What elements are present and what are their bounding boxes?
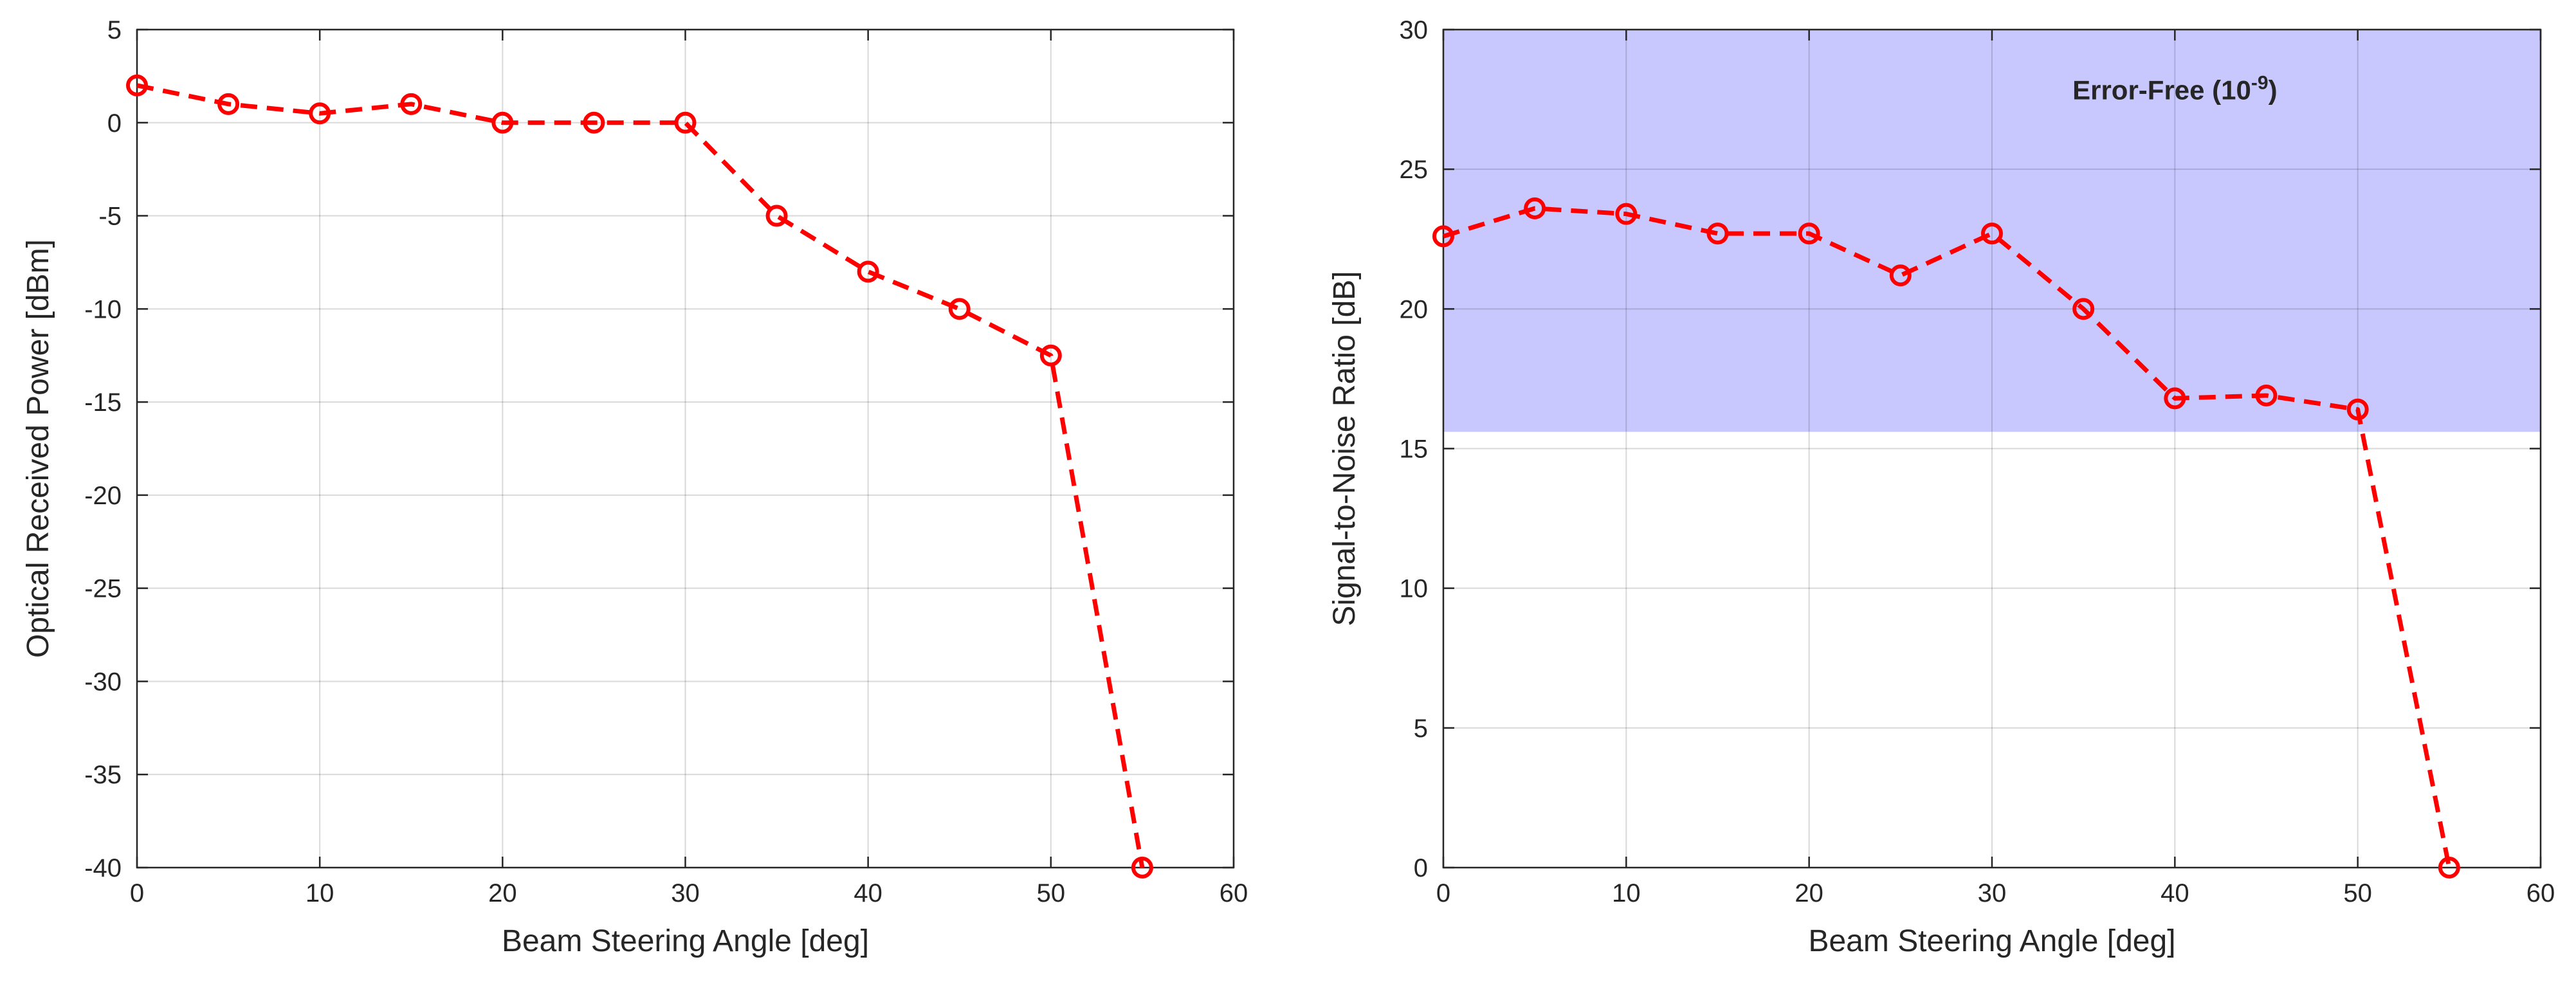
snr-x-tick-label: 20	[1795, 879, 1823, 907]
snr-y-tick-label: 20	[1400, 295, 1429, 323]
snr-data-point	[2438, 857, 2460, 879]
power-x-tick-label: 10	[306, 879, 334, 907]
power-data-point	[948, 298, 971, 320]
power-y-tick-label: 0	[107, 109, 122, 138]
snr-x-tick-label: 40	[2160, 879, 2189, 907]
power-x-tick-label: 40	[854, 879, 882, 907]
snr-y-tick-label: 0	[1414, 854, 1428, 882]
snr-data-point	[2346, 398, 2369, 421]
power-x-tick-label: 60	[1219, 879, 1248, 907]
power-y-tick-label: -35	[84, 761, 122, 789]
power-series-line	[136, 83, 1145, 868]
power-data-point	[400, 93, 423, 115]
power-data-point	[126, 74, 148, 96]
power-y-tick-label: -15	[84, 388, 122, 417]
power-y-tick-label: -40	[84, 854, 122, 882]
power-x-tick-label: 20	[488, 879, 517, 907]
power-x-tick-label: 0	[130, 879, 144, 907]
error-free-label: Error-Free (10-9)	[2072, 73, 2277, 105]
power-y-tick-label: -10	[84, 295, 122, 323]
power-data-point	[217, 93, 240, 115]
power-y-tick-label: 5	[107, 16, 122, 44]
snr-chart: Error-Free (10-9) 0 10 20 30 40 50 60 0 5 10 15 20 25…	[1328, 16, 2555, 958]
snr-data-point	[1981, 223, 2003, 245]
power-plot-area	[137, 30, 1234, 868]
power-data-point	[1039, 344, 1062, 367]
snr-data-point	[1706, 223, 1729, 245]
snr-data-point	[1524, 197, 1546, 219]
power-data-point	[583, 111, 605, 134]
snr-series-line	[1442, 206, 2452, 868]
power-data-point	[765, 205, 788, 227]
power-x-tick-label: 30	[671, 879, 700, 907]
snr-y-tick-label: 10	[1400, 575, 1429, 603]
snr-x-tick-label: 0	[1436, 879, 1450, 907]
power-data-point	[857, 260, 879, 283]
snr-data-point	[1798, 223, 1820, 245]
snr-x-tick-label: 50	[2343, 879, 2372, 907]
power-y-tick-label: -5	[98, 203, 122, 231]
snr-y-tick-label: 25	[1400, 156, 1429, 184]
snr-x-tick-label: 10	[1612, 879, 1641, 907]
power-x-axis-label: Beam Steering Angle [deg]	[502, 924, 869, 958]
snr-y-tick-label: 30	[1400, 16, 1429, 44]
snr-y-tick-label: 5	[1414, 715, 1428, 743]
snr-x-tick-label: 30	[1978, 879, 2007, 907]
snr-data-point	[2164, 387, 2186, 410]
snr-x-tick-label: 60	[2526, 879, 2555, 907]
power-data-point	[491, 111, 514, 134]
power-y-tick-label: -25	[84, 575, 122, 603]
power-y-tick-label: -20	[84, 482, 122, 510]
power-y-axis-label: Optical Received Power [dBm]	[21, 239, 55, 658]
error-free-region	[1443, 30, 2541, 432]
power-y-tick-label: -30	[84, 668, 122, 696]
power-data-point	[309, 102, 331, 125]
snr-data-point	[1889, 264, 1912, 287]
power-x-tick-label: 50	[1037, 879, 1066, 907]
snr-data-point	[2255, 384, 2278, 406]
power-data-point	[674, 111, 697, 134]
snr-data-point	[1615, 203, 1638, 225]
snr-data-point	[2072, 298, 2095, 320]
snr-y-axis-label: Signal-to-Noise Ratio [dB]	[1328, 271, 1362, 626]
snr-data-point	[1432, 225, 1454, 248]
power-chart: 0 10 20 30 40 50 60 -40 -35 -30 -25 -20 -15 -10 -5 0 5 Be…	[21, 16, 1248, 958]
power-data-point	[1131, 857, 1153, 879]
snr-y-tick-label: 15	[1400, 435, 1429, 464]
snr-x-axis-label: Beam Steering Angle [deg]	[1808, 924, 2175, 958]
